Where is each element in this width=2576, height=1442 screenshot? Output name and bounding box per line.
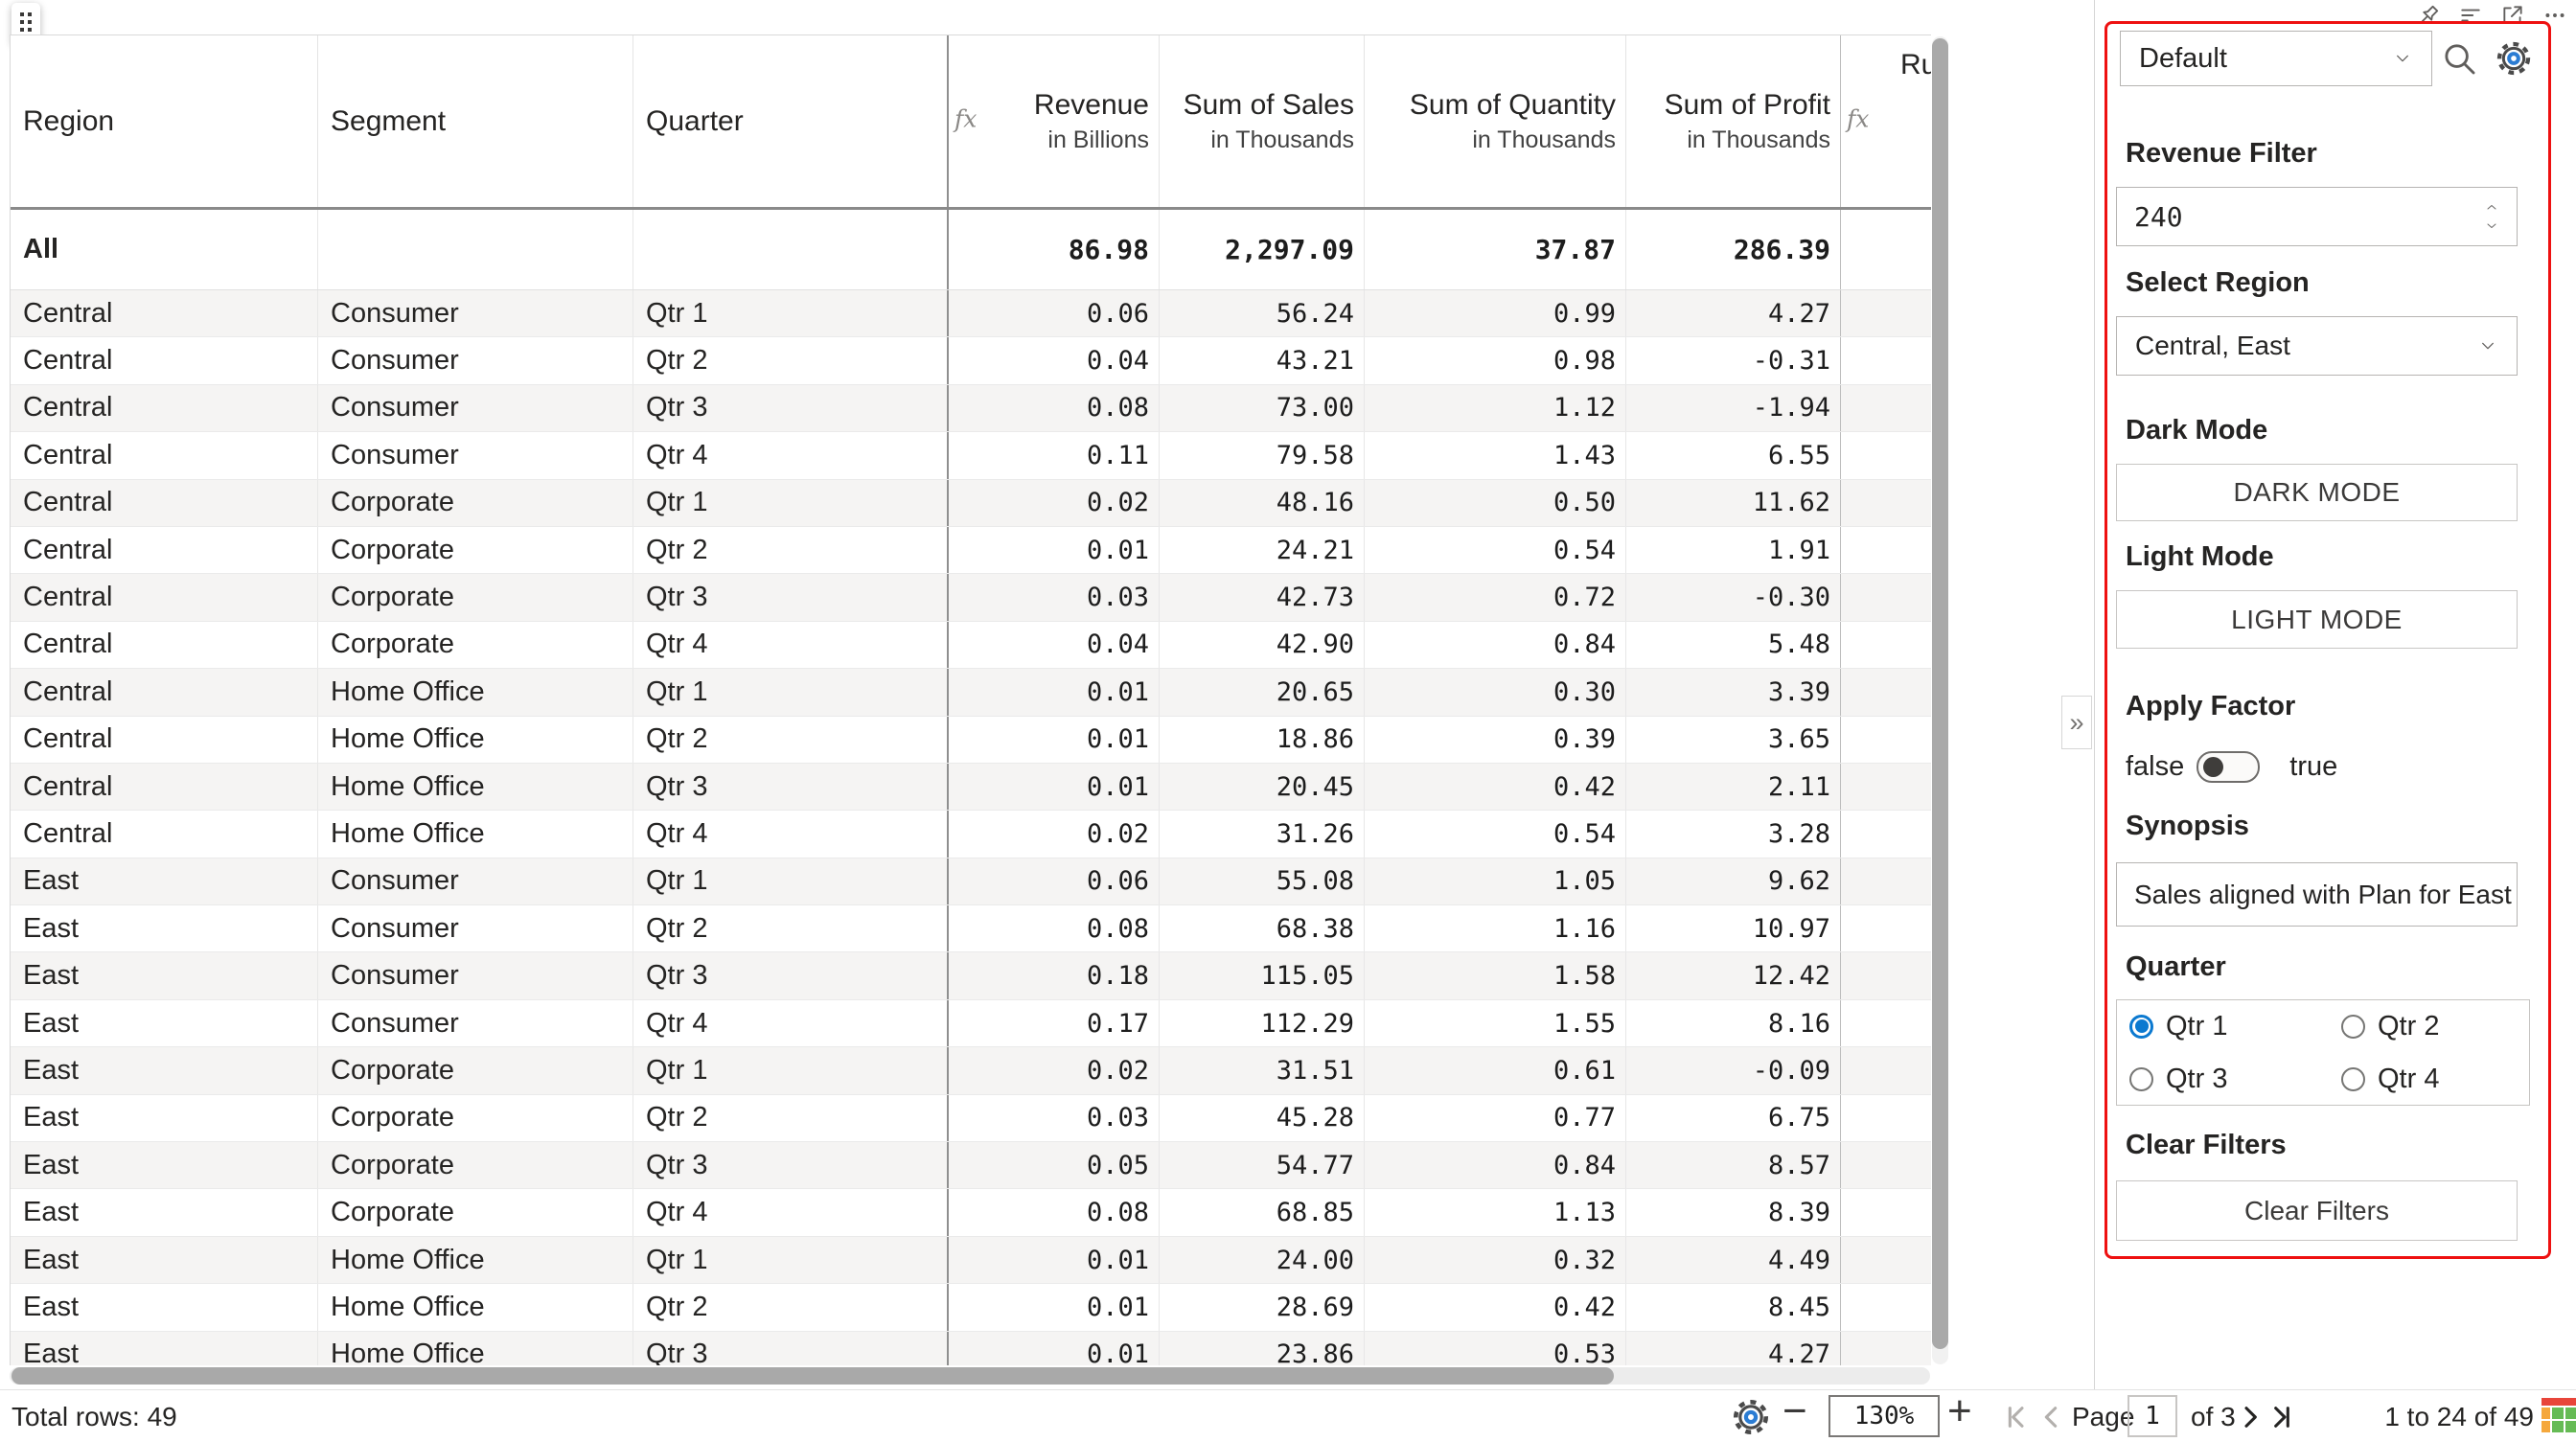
column-header-running[interactable]: fx Ru [1847, 49, 1931, 133]
table-row[interactable]: Central Corporate Qtr 1 0.02 48.16 0.50 … [11, 479, 1931, 527]
radio-icon [2341, 1014, 2365, 1039]
table-row[interactable]: East Home Office Qtr 1 0.01 24.00 0.32 4… [11, 1236, 1931, 1285]
revenue-filter-input[interactable]: 240 [2116, 187, 2518, 246]
radio-qtr-4[interactable]: Qtr 4 [2341, 1064, 2439, 1094]
table-row[interactable]: Central Corporate Qtr 4 0.04 42.90 0.84 … [11, 621, 1931, 670]
spinner-down-icon[interactable] [2481, 220, 2502, 232]
table-row[interactable]: Central Consumer Qtr 4 0.11 79.58 1.43 6… [11, 432, 1931, 480]
table-row[interactable]: Central Home Office Qtr 4 0.02 31.26 0.5… [11, 811, 1931, 858]
table-row[interactable]: Central Home Office Qtr 3 0.01 20.45 0.4… [11, 763, 1931, 812]
region-select[interactable]: Central, East [2116, 316, 2518, 376]
table-body: Central Consumer Qtr 1 0.06 56.24 0.99 4… [11, 290, 1931, 1365]
column-header-sum-of-quantity[interactable]: Sum of Quantity in Thousands [1365, 35, 1626, 207]
table-row[interactable]: East Corporate Qtr 2 0.03 45.28 0.77 6.7… [11, 1094, 1931, 1143]
synopsis-label: Synopsis [2126, 811, 2249, 841]
column-header-sum-of-profit[interactable]: Sum of Profit in Thousands [1626, 35, 1841, 207]
horizontal-scrollbar-thumb[interactable] [12, 1367, 1614, 1385]
panel-collapse-button[interactable]: » [2061, 696, 2092, 749]
table-row[interactable]: East Corporate Qtr 1 0.02 31.51 0.61 -0.… [11, 1047, 1931, 1095]
last-page-icon[interactable] [2266, 1402, 2296, 1432]
vertical-scrollbar-thumb[interactable] [1932, 38, 1948, 1349]
table-row[interactable]: East Consumer Qtr 3 0.18 115.05 1.58 12.… [11, 952, 1931, 1000]
fx-icon: fx [1847, 104, 1870, 133]
status-bar: Total rows: 49 − 130% + Page 1 of 3 1 to… [0, 1387, 2576, 1442]
apply-factor-label: Apply Factor [2126, 691, 2296, 721]
spinner-up-icon[interactable] [2481, 202, 2502, 214]
zoom-out-button[interactable]: − [1782, 1387, 1807, 1434]
apply-factor-toggle[interactable] [2196, 750, 2261, 783]
number-spinner[interactable] [2481, 202, 2502, 232]
table-row[interactable]: Central Consumer Qtr 2 0.04 43.21 0.98 -… [11, 337, 1931, 385]
table-row[interactable]: Central Corporate Qtr 2 0.01 24.21 0.54 … [11, 526, 1931, 575]
table-row[interactable]: East Home Office Qtr 2 0.01 28.69 0.42 8… [11, 1284, 1931, 1332]
table-row[interactable]: East Corporate Qtr 3 0.05 54.77 0.84 8.5… [11, 1142, 1931, 1190]
filter-panel: Default Revenue Filter 240 Select Region… [2104, 21, 2551, 1259]
table-visual: Region Segment Quarter fx Revenue in Bil… [10, 34, 1931, 1365]
vertical-scrollbar[interactable] [1932, 36, 1948, 1364]
grip-dots-icon [20, 12, 32, 32]
table-row[interactable]: East Consumer Qtr 2 0.08 68.38 1.16 10.9… [11, 905, 1931, 953]
table-header-row: Region Segment Quarter fx Revenue in Bil… [11, 35, 1931, 210]
settings-gear-icon[interactable] [1731, 1397, 1771, 1437]
panel-divider [2094, 0, 2095, 1389]
page-label: Page [2072, 1402, 2135, 1431]
page-of-label: of 3 [2191, 1402, 2236, 1431]
radio-selected-icon [2129, 1014, 2153, 1039]
radio-qtr-3[interactable]: Qtr 3 [2129, 1064, 2227, 1094]
toggle-false-label: false [2126, 750, 2185, 782]
toggle-knob [2203, 756, 2224, 777]
quarter-radio-group: Qtr 1 Qtr 2 Qtr 3 Qtr 4 [2116, 999, 2530, 1106]
radio-icon [2341, 1066, 2365, 1091]
table-row[interactable]: Central Consumer Qtr 1 0.06 56.24 0.99 4… [11, 290, 1931, 338]
table-row[interactable]: Central Home Office Qtr 1 0.01 20.65 0.3… [11, 669, 1931, 717]
total-rows-label: Total rows: 49 [12, 1402, 177, 1431]
clear-filters-button[interactable]: Clear Filters [2116, 1180, 2518, 1241]
next-page-icon[interactable] [2235, 1402, 2266, 1432]
select-region-label: Select Region [2126, 267, 2310, 298]
table-grid-icon [2542, 1398, 2576, 1432]
table-total-row[interactable]: All 86.98 2,297.09 37.87 286.39 [11, 210, 1931, 290]
first-page-icon[interactable] [2003, 1402, 2034, 1432]
dark-mode-label: Dark Mode [2126, 415, 2268, 446]
column-header-revenue[interactable]: fx Revenue in Billions [949, 35, 1160, 207]
table-row[interactable]: Central Consumer Qtr 3 0.08 73.00 1.12 -… [11, 384, 1931, 433]
radio-qtr-1[interactable]: Qtr 1 [2129, 1011, 2227, 1041]
apply-factor-control: false true [2126, 745, 2337, 788]
revenue-filter-label: Revenue Filter [2126, 138, 2317, 169]
toggle-true-label: true [2289, 750, 2338, 782]
fx-icon: fx [954, 104, 978, 133]
clear-filters-label: Clear Filters [2126, 1130, 2287, 1160]
quarter-label: Quarter [2126, 951, 2226, 982]
table-row[interactable]: East Consumer Qtr 1 0.06 55.08 1.05 9.62 [11, 858, 1931, 906]
table-row[interactable]: Central Corporate Qtr 3 0.03 42.73 0.72 … [11, 574, 1931, 622]
prev-page-icon[interactable] [2037, 1402, 2068, 1432]
radio-qtr-2[interactable]: Qtr 2 [2341, 1011, 2439, 1041]
light-mode-button[interactable]: LIGHT MODE [2116, 590, 2518, 649]
table-row[interactable]: East Home Office Qtr 3 0.01 23.86 0.53 4… [11, 1331, 1931, 1365]
chevron-down-icon [2397, 55, 2408, 62]
column-header-quarter[interactable]: Quarter [633, 35, 949, 207]
page-number-input[interactable]: 1 [2128, 1395, 2177, 1437]
radio-icon [2129, 1066, 2153, 1091]
chevron-down-icon [2482, 342, 2494, 350]
column-header-segment[interactable]: Segment [318, 35, 633, 207]
synopsis-input[interactable]: Sales aligned with Plan for East a [2116, 862, 2518, 927]
zoom-in-button[interactable]: + [1947, 1387, 1972, 1434]
row-range-label: 1 to 24 of 49 [2384, 1402, 2534, 1431]
dark-mode-button[interactable]: DARK MODE [2116, 464, 2518, 521]
zoom-level-input[interactable]: 130% [1828, 1395, 1940, 1437]
column-header-sum-of-sales[interactable]: Sum of Sales in Thousands [1160, 35, 1365, 207]
bookmark-select[interactable]: Default [2120, 31, 2432, 86]
light-mode-label: Light Mode [2126, 541, 2274, 572]
horizontal-scrollbar[interactable] [10, 1367, 1930, 1385]
table-row[interactable]: East Corporate Qtr 4 0.08 68.85 1.13 8.3… [11, 1189, 1931, 1237]
table-row[interactable]: Central Home Office Qtr 2 0.01 18.86 0.3… [11, 716, 1931, 764]
settings-gear-icon[interactable] [2495, 39, 2533, 78]
column-header-region[interactable]: Region [11, 35, 318, 207]
search-icon[interactable] [2441, 40, 2477, 77]
table-row[interactable]: East Consumer Qtr 4 0.17 112.29 1.55 8.1… [11, 999, 1931, 1048]
